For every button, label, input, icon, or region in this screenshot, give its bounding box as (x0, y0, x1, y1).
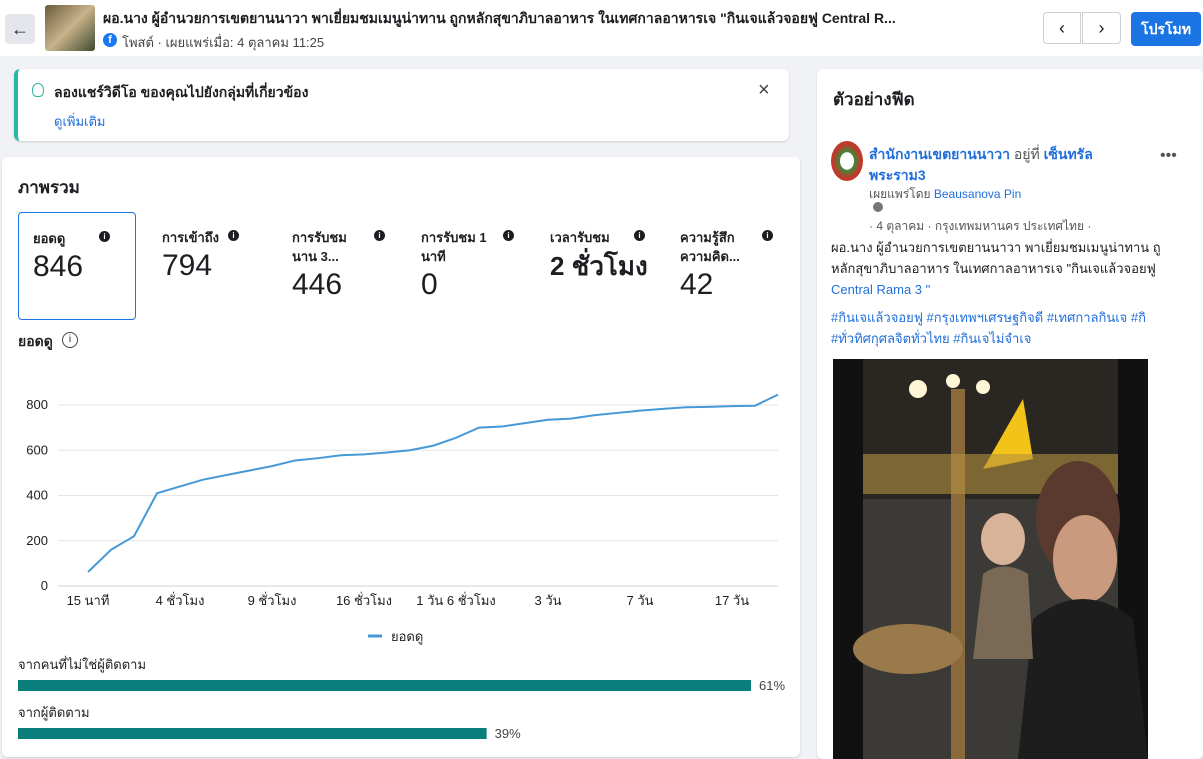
facebook-icon: f (103, 33, 117, 47)
post-meta: โพสต์ · เผยแพร่เมื่อ: 4 ตุลาคม 11:25 (122, 35, 325, 50)
metric: ความรู้สึกความคิด... i 42 (666, 212, 784, 320)
metric-label-line: ความรู้สึก (680, 230, 735, 245)
next-button[interactable]: › (1082, 12, 1121, 44)
back-button[interactable]: ← (5, 14, 35, 44)
x-tick-label: 3 วัน (534, 593, 561, 608)
info-icon: i (99, 231, 110, 242)
bar-category: จากผู้ติดตาม (18, 705, 90, 721)
text-line: ผอ.นาง ผู้อำนวยการเขตยานนาวา พาเยี่ยมชมเ… (831, 240, 1161, 255)
metric-label: การเข้าถึง i (162, 228, 262, 247)
y-tick-label: 600 (26, 442, 48, 457)
y-tick-label: 200 (26, 533, 48, 548)
metric-label-line: การรับชม (292, 230, 347, 245)
info-icon: i (762, 230, 773, 241)
bulb-icon (32, 83, 44, 97)
notice-text: ลองแชร์วิดีโอ ของคุณไปยังกลุ่มที่เกี่ยวข… (54, 84, 309, 100)
metric-label-line: นาน 3... (292, 249, 339, 264)
x-tick-label: 7 วัน (626, 593, 653, 608)
metric-label: ยอดดู i (33, 229, 133, 248)
metric-label-line: นาที (421, 249, 446, 264)
text-line: หลักสุขาภิบาลอาหาร ในเทศกาลอาหารเจ "กินเ… (831, 261, 1156, 276)
info-icon: i (503, 230, 514, 241)
metric: การเข้าถึง i 794 (148, 212, 266, 320)
publisher[interactable]: Beausanova Pin (933, 187, 1022, 201)
post-text: ผอ.นาง ผู้อำนวยการเขตยานนาวา พาเยี่ยมชมเ… (831, 237, 1161, 300)
y-tick-label: 0 (41, 578, 48, 593)
metric-value: 42 (680, 268, 714, 301)
hashtags: #กินเจแล้วจอยฟู #กรุงเทพฯเศรษฐกิจดี #เทศ… (831, 307, 1146, 349)
metric-value: 0 (421, 268, 438, 301)
bar-value-label: 61% (759, 678, 785, 693)
metric-label-line: การรับชม 1 (421, 230, 487, 245)
hashtag-line[interactable]: #กินเจแล้วจอยฟู #กรุงเทพฯเศรษฐกิจดี #เทศ… (831, 310, 1146, 325)
at-text: อยู่ที่ (1013, 146, 1040, 162)
x-tick-label: 9 ชั่วโมง (248, 592, 297, 608)
metric-label: การรับชมนาน 3... i (292, 228, 392, 266)
bar-value-label: 39% (495, 726, 521, 741)
metric-value: 2 ชั่วโมง (550, 251, 648, 281)
bar (18, 680, 751, 691)
overview-title: ภาพรวม (18, 178, 80, 197)
metric-label-line: การเข้าถึง (162, 230, 220, 245)
metric-label-line: ความคิด... (680, 249, 740, 264)
notice: ลองแชร์วิดีโอ ของคุณไปยังกลุ่มที่เกี่ยวข… (14, 69, 789, 141)
audience-icon (873, 202, 883, 212)
info-icon[interactable]: i (62, 332, 78, 348)
x-tick-label: 15 นาที (67, 593, 110, 608)
metric: การรับชมนาน 3... i 446 (278, 212, 396, 320)
info-icon: i (228, 230, 239, 241)
x-tick-label: 4 ชั่วโมง (156, 592, 205, 608)
metric-value: 846 (33, 250, 84, 283)
promote-button[interactable]: โปรโมท (1131, 12, 1201, 46)
views-chart: 0 200 400 600 800 15 นาที 4 ชั่วโมง 9 ชั่วโมง 16… (26, 393, 779, 645)
video-preview[interactable] (833, 359, 1148, 759)
metric-label: การรับชม 1 นาที i (421, 228, 521, 266)
chart-title: ยอดดู (18, 333, 53, 349)
line-series (87, 393, 779, 573)
y-tick-label: 400 (26, 488, 48, 503)
close-button[interactable]: × (758, 79, 770, 101)
date-line: · 4 ตุลาคม · กรุงเทพมหานคร ประเทศไทย · (869, 219, 1092, 233)
post-header: สำนักงานเขตยานนาวา อยู่ที่ เซ็นทรัล พระร… (869, 144, 1129, 186)
bar (18, 728, 487, 739)
more-button[interactable]: ••• (1160, 147, 1177, 164)
metric-label: เวลารับชม i (550, 228, 650, 247)
y-tick-label: 800 (26, 397, 48, 412)
feed-title: ตัวอย่างฟีด (833, 90, 915, 109)
x-tick-label: 1 วัน 6 ชั่วโมง (416, 592, 496, 608)
hashtag-line[interactable]: #ทั่วทิศกุศลจิตทั่วไทย #กินเจไม่จำเจ (831, 331, 1032, 346)
metric-label: ความรู้สึกความคิด... i (680, 228, 780, 266)
metric[interactable]: ยอดดู i 846 (18, 212, 136, 320)
metric-label-line: ยอดดู (33, 231, 66, 246)
published-by: เผยแพร่โดย Beausanova Pin (869, 185, 1021, 204)
place[interactable]: เซ็นทรัล พระราม3 (869, 146, 1093, 183)
published-by-label: เผยแพร่โดย (869, 187, 931, 201)
info-icon: i (634, 230, 645, 241)
metric-value: 446 (292, 268, 343, 301)
metric: เวลารับชม i 2 ชั่วโมง (536, 212, 654, 320)
thumbnail[interactable] (45, 5, 95, 51)
audience-chart: จากคนที่ไม่ใช่ผู้ติดตาม 61% จากผู้ติดตาม 39… (18, 656, 785, 741)
text-line: Central Rama 3 " (831, 282, 931, 297)
prev-button[interactable]: ‹ (1043, 12, 1081, 44)
page-avatar (831, 141, 863, 181)
legend-label: ยอดดู (391, 629, 423, 645)
info-icon: i (374, 230, 385, 241)
top-bar: ← ผอ.นาง ผู้อำนวยการเขตยานนาวา พาเยี่ยมช… (0, 0, 1203, 56)
metric-label-line: เวลารับชม (550, 230, 610, 245)
x-tick-label: 17 วัน (715, 593, 749, 608)
feed-preview-card: ตัวอย่างฟีด สำนักงานเขตยานนาวา อยู่ที่ เ… (817, 69, 1203, 759)
post-title: ผอ.นาง ผู้อำนวยการเขตยานนาวา พาเยี่ยมชมเ… (103, 10, 896, 26)
bar-category: จากคนที่ไม่ใช่ผู้ติดตาม (18, 656, 146, 673)
metric-value: 794 (162, 249, 213, 282)
metric: การรับชม 1 นาที i 0 (407, 212, 525, 320)
notice-link[interactable]: ดูเพิ่มเติม (54, 114, 106, 129)
author[interactable]: สำนักงานเขตยานนาวา (869, 146, 1010, 162)
x-tick-label: 16 ชั่วโมง (336, 592, 392, 608)
